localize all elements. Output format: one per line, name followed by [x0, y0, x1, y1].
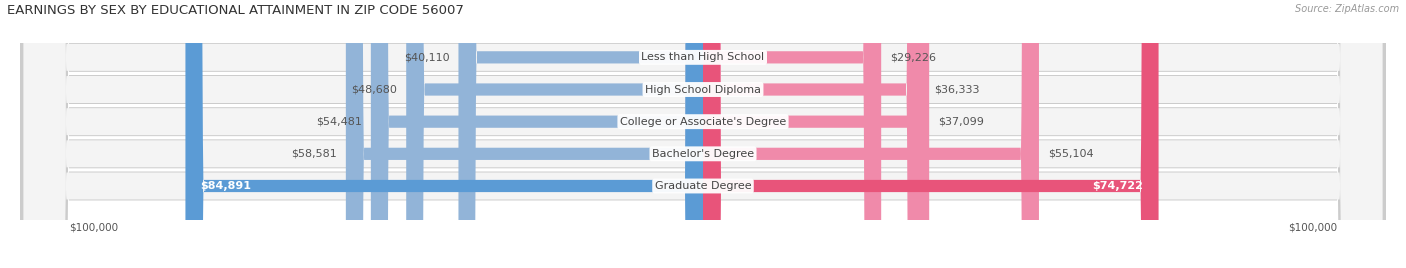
Text: Less than High School: Less than High School — [641, 52, 765, 62]
FancyBboxPatch shape — [186, 0, 703, 268]
Text: Bachelor's Degree: Bachelor's Degree — [652, 149, 754, 159]
Text: EARNINGS BY SEX BY EDUCATIONAL ATTAINMENT IN ZIP CODE 56007: EARNINGS BY SEX BY EDUCATIONAL ATTAINMEN… — [7, 4, 464, 17]
Text: Source: ZipAtlas.com: Source: ZipAtlas.com — [1295, 4, 1399, 14]
FancyBboxPatch shape — [703, 0, 1039, 268]
FancyBboxPatch shape — [346, 0, 703, 268]
FancyBboxPatch shape — [703, 0, 882, 268]
Text: College or Associate's Degree: College or Associate's Degree — [620, 117, 786, 127]
FancyBboxPatch shape — [24, 0, 1382, 268]
FancyBboxPatch shape — [20, 0, 1386, 268]
FancyBboxPatch shape — [703, 0, 925, 268]
Text: $54,481: $54,481 — [316, 117, 361, 127]
FancyBboxPatch shape — [20, 0, 1386, 268]
Text: $40,110: $40,110 — [404, 52, 450, 62]
FancyBboxPatch shape — [458, 0, 703, 268]
Text: $58,581: $58,581 — [291, 149, 336, 159]
FancyBboxPatch shape — [24, 0, 1382, 268]
Text: $55,104: $55,104 — [1047, 149, 1094, 159]
FancyBboxPatch shape — [24, 0, 1382, 268]
Text: $74,722: $74,722 — [1092, 181, 1143, 191]
FancyBboxPatch shape — [406, 0, 703, 268]
Text: $29,226: $29,226 — [890, 52, 936, 62]
Text: $36,333: $36,333 — [934, 84, 979, 95]
FancyBboxPatch shape — [703, 0, 1159, 268]
Text: High School Diploma: High School Diploma — [645, 84, 761, 95]
Text: $84,891: $84,891 — [201, 181, 252, 191]
FancyBboxPatch shape — [20, 0, 1386, 268]
FancyBboxPatch shape — [24, 0, 1382, 268]
Text: Graduate Degree: Graduate Degree — [655, 181, 751, 191]
FancyBboxPatch shape — [371, 0, 703, 268]
FancyBboxPatch shape — [24, 0, 1382, 268]
FancyBboxPatch shape — [20, 0, 1386, 268]
Text: $37,099: $37,099 — [938, 117, 984, 127]
FancyBboxPatch shape — [20, 0, 1386, 268]
Text: $48,680: $48,680 — [352, 84, 396, 95]
FancyBboxPatch shape — [703, 0, 929, 268]
